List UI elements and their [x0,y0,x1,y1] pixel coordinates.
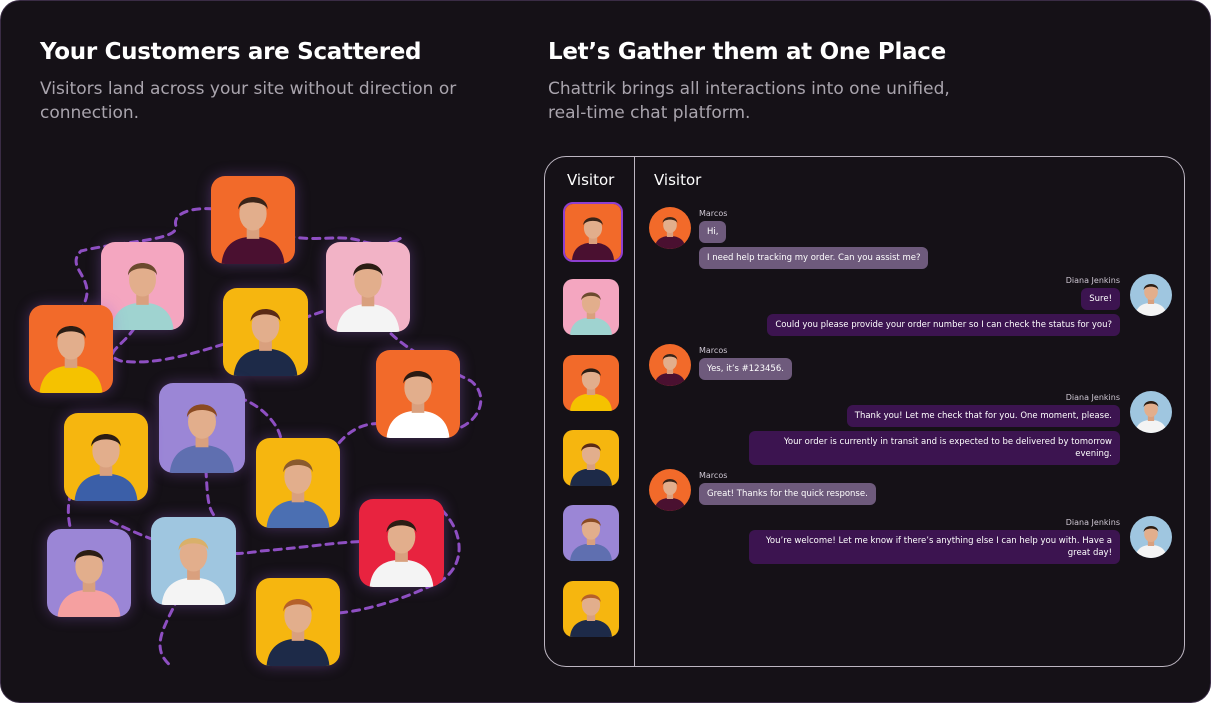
customer-photo [211,176,295,264]
message-bubble: Hi, [699,221,727,243]
customer-photo [101,242,184,330]
sender-name: Diana Jenkins [1065,276,1120,285]
customer-photo [359,499,444,587]
message-bubble: Thank you! Let me check that for you. On… [846,405,1120,427]
left-subtitle: Visitors land across your site without d… [40,79,457,123]
customer-photo [29,305,113,393]
customer-photo [223,288,308,376]
sender-name: Marcos [699,471,728,480]
message-bubble: You’re welcome! Let me know if there’s a… [749,530,1120,564]
sender-name: Diana Jenkins [1065,518,1120,527]
message-bubble: Sure! [1081,288,1120,310]
customer-photo [64,413,148,501]
customer-photo [256,438,340,528]
sender-name: Marcos [699,209,728,218]
visitor-avatar [563,505,619,561]
visitor-avatar [563,202,623,262]
sender-name: Marcos [699,346,728,355]
chat-panel: Visitor Visitor Marcos Hi, I need help tra… [544,156,1185,667]
message-bubble: Could you please provide your order numb… [767,314,1120,336]
message-avatar [1130,391,1172,433]
left-title: Your Customers are Scattered [40,39,422,65]
message-avatar [649,207,691,249]
message-avatar [649,344,691,386]
sender-name: Diana Jenkins [1065,393,1120,402]
right-subtitle: Chattrik brings all interactions into on… [548,79,950,123]
visitor-avatar [563,279,619,335]
main-header: Visitor [654,171,702,189]
message-bubble: Your order is currently in transit and i… [749,431,1120,465]
customer-photo [256,578,340,666]
visitor-avatar [563,581,619,637]
right-title: Let’s Gather them at One Place [548,39,946,65]
visitor-avatar [563,430,619,486]
divider [634,157,635,666]
customer-photo [376,350,460,438]
message-avatar [1130,516,1172,558]
customer-photo [47,529,131,617]
sidebar-header: Visitor [567,171,615,189]
customer-photo [159,383,245,473]
message-bubble: I need help tracking my order. Can you a… [699,247,929,269]
message-bubble: Great! Thanks for the quick response. [699,483,876,505]
message-avatar [1130,274,1172,316]
message-avatar [649,469,691,511]
customer-photo [151,517,236,605]
customer-photo [326,242,410,332]
visitor-avatar [563,355,619,411]
message-bubble: Yes, it’s #123456. [699,358,792,380]
